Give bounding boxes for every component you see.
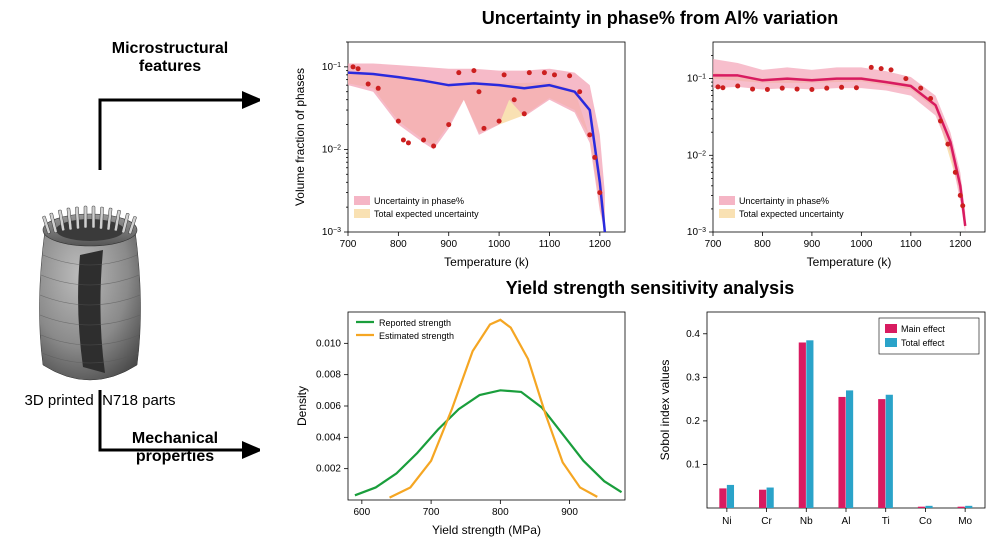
svg-text:0.3: 0.3 <box>686 372 700 383</box>
svg-text:Temperature (k): Temperature (k) <box>444 255 529 269</box>
left-column: Microstructuralfeatures Mechanicalproper… <box>0 30 250 510</box>
svg-text:10−2: 10−2 <box>322 144 341 156</box>
svg-text:10−3: 10−3 <box>322 227 341 239</box>
svg-text:0.010: 0.010 <box>316 338 341 349</box>
svg-text:700: 700 <box>340 239 357 250</box>
svg-text:Estimated strength: Estimated strength <box>379 331 454 341</box>
svg-text:1000: 1000 <box>850 239 873 250</box>
svg-text:1100: 1100 <box>900 239 922 250</box>
svg-text:0.2: 0.2 <box>686 416 700 427</box>
svg-text:Co: Co <box>919 516 932 527</box>
phase-panel-title: Uncertainty in phase% from Al% variation <box>390 8 930 29</box>
svg-text:10−2: 10−2 <box>687 150 706 162</box>
svg-text:Main effect: Main effect <box>901 324 945 334</box>
svg-text:Nb: Nb <box>800 516 813 527</box>
svg-text:900: 900 <box>561 507 578 518</box>
svg-text:10−1: 10−1 <box>322 61 341 73</box>
phase-chart-right: 700 800 900 1000 1100 1200 10−3 10−2 10−1 Tempera… <box>655 34 995 272</box>
svg-text:1200: 1200 <box>589 239 612 250</box>
svg-text:800: 800 <box>390 239 407 250</box>
svg-text:Total expected uncertainty: Total expected uncertainty <box>739 209 844 219</box>
svg-text:Cr: Cr <box>761 516 772 527</box>
density-chart: 600 700 800 900 0.002 0.004 0.006 0.008 0.010 Yie… <box>290 302 635 540</box>
svg-text:0.1: 0.1 <box>686 459 700 470</box>
svg-text:10−3: 10−3 <box>687 227 706 239</box>
svg-text:Reported strength: Reported strength <box>379 318 451 328</box>
svg-text:Ni: Ni <box>722 516 731 527</box>
svg-text:Uncertainty in phase%: Uncertainty in phase% <box>739 196 829 206</box>
svg-text:Mo: Mo <box>958 516 972 527</box>
svg-text:Total effect: Total effect <box>901 338 945 348</box>
svg-text:900: 900 <box>804 239 821 250</box>
svg-text:Al: Al <box>842 516 851 527</box>
svg-text:10−1: 10−1 <box>687 73 706 85</box>
phase-chart-left: 700 800 900 1000 1100 1200 10−3 10−2 10−1 Tempera… <box>290 34 635 272</box>
svg-text:Ti: Ti <box>882 516 890 527</box>
svg-text:900: 900 <box>440 239 457 250</box>
svg-text:0.4: 0.4 <box>686 329 700 340</box>
svg-text:0.006: 0.006 <box>316 401 341 412</box>
svg-text:0.002: 0.002 <box>316 464 341 475</box>
figure-root: Microstructuralfeatures Mechanicalproper… <box>0 0 1000 544</box>
svg-text:Uncertainty in phase%: Uncertainty in phase% <box>374 196 464 206</box>
turbine-caption: 3D printed IN718 parts <box>0 392 200 409</box>
sobol-chart: 0.1 0.2 0.3 0.4 Ni Cr Nb Al Ti Co Mo Sobol index va… <box>655 302 995 540</box>
svg-text:Volume fraction of phases: Volume fraction of phases <box>293 68 307 206</box>
yield-panel-title: Yield strength sensitivity analysis <box>400 278 900 299</box>
svg-text:700: 700 <box>705 239 722 250</box>
svg-text:0.004: 0.004 <box>316 432 341 443</box>
svg-text:800: 800 <box>754 239 771 250</box>
svg-text:Sobol index values: Sobol index values <box>658 360 672 461</box>
svg-text:Density: Density <box>295 386 309 426</box>
turbine-illustration <box>15 195 165 385</box>
svg-text:Total expected uncertainty: Total expected uncertainty <box>374 209 479 219</box>
svg-text:1000: 1000 <box>488 239 511 250</box>
svg-text:1100: 1100 <box>539 239 561 250</box>
svg-text:600: 600 <box>354 507 371 518</box>
svg-text:1200: 1200 <box>949 239 972 250</box>
svg-text:700: 700 <box>423 507 440 518</box>
svg-text:Yield strength (MPa): Yield strength (MPa) <box>432 523 541 537</box>
svg-text:0.008: 0.008 <box>316 370 341 381</box>
svg-text:Temperature (k): Temperature (k) <box>807 255 892 269</box>
svg-text:800: 800 <box>492 507 509 518</box>
